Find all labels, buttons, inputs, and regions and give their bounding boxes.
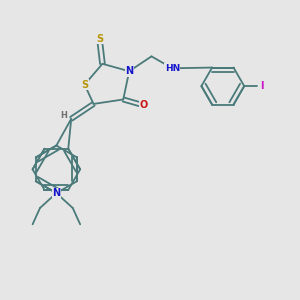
Text: I: I bbox=[260, 81, 264, 91]
Text: O: O bbox=[140, 100, 148, 110]
Text: N: N bbox=[52, 188, 60, 198]
Text: H: H bbox=[60, 111, 67, 120]
Text: S: S bbox=[81, 80, 88, 90]
Text: S: S bbox=[96, 34, 103, 44]
Text: N: N bbox=[125, 66, 133, 76]
Text: HN: HN bbox=[165, 64, 180, 73]
